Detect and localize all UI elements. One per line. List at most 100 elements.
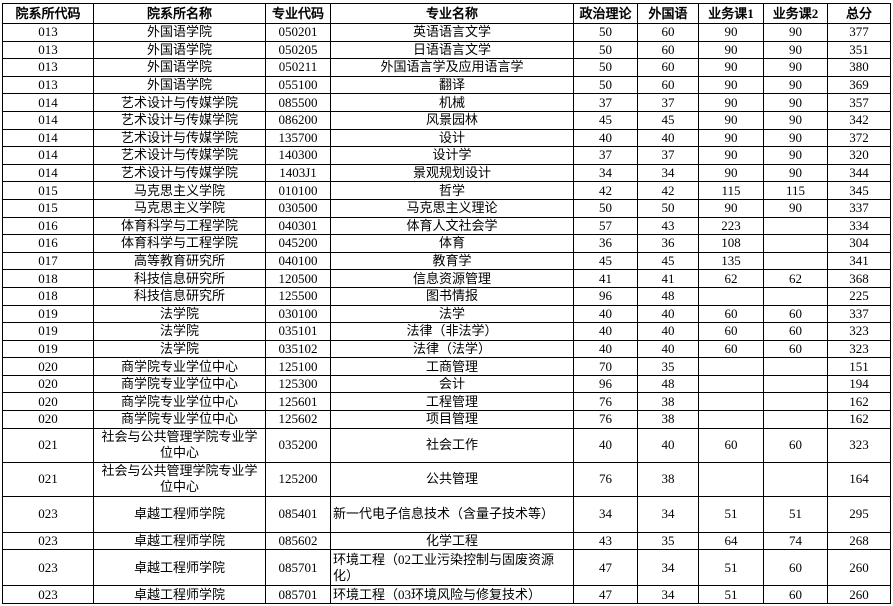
major-code-cell: 050201 xyxy=(265,23,331,42)
dept-name-cell: 商学院专业学位中心 xyxy=(93,410,266,429)
politics-score-cell: 41 xyxy=(573,269,638,288)
major-name-cell: 外国语言学及应用语言学 xyxy=(330,58,574,77)
table-row: 023 卓越工程师学院 085602 化学工程 43 35 64 74 268 xyxy=(2,531,891,551)
foreign-language-score-cell: 36 xyxy=(637,234,699,253)
major-code-cell: 050205 xyxy=(265,40,331,60)
subject1-score-cell: 90 xyxy=(698,75,764,95)
total-score-cell: 342 xyxy=(827,110,891,130)
subject2-score-cell: 90 xyxy=(763,93,828,112)
subject1-score-cell: 60 xyxy=(698,322,764,341)
dept-code-cell: 014 xyxy=(2,110,94,130)
politics-score-cell: 47 xyxy=(573,585,638,604)
major-code-cell: 085701 xyxy=(265,549,331,587)
foreign-language-score-cell: 40 xyxy=(637,322,699,341)
major-name-cell: 体育人文社会学 xyxy=(330,216,574,236)
foreign-language-score-cell: 40 xyxy=(637,339,699,359)
subject2-score-cell: 60 xyxy=(763,549,828,587)
major-name-cell: 机械 xyxy=(330,93,574,112)
subject1-score-cell: 64 xyxy=(698,531,764,551)
subject2-score-cell: 90 xyxy=(763,163,828,183)
subject2-score-cell xyxy=(763,216,828,236)
table-row: 013 外国语学院 050211 外国语言学及应用语言学 50 60 90 90 380 xyxy=(2,58,891,77)
dept-code-cell: 013 xyxy=(2,75,94,95)
major-code-cell: 125200 xyxy=(265,461,331,497)
subject1-score-cell: 60 xyxy=(698,427,764,463)
major-name-cell: 哲学 xyxy=(330,181,574,200)
foreign-language-score-cell: 34 xyxy=(637,585,699,604)
foreign-language-score-cell: 48 xyxy=(637,374,699,394)
subject2-score-cell: 90 xyxy=(763,23,828,42)
major-name-cell: 景观规划设计 xyxy=(330,163,574,183)
subject2-score-cell xyxy=(763,410,828,429)
major-code-cell: 125100 xyxy=(265,357,331,376)
table-row: 017 高等教育研究所 040100 教育学 45 45 135 341 xyxy=(2,251,891,271)
foreign-language-score-cell: 38 xyxy=(637,392,699,412)
major-name-cell: 法学 xyxy=(330,304,574,324)
table-row: 021 社会与公共管理学院专业学位中心 035200 社会工作 40 40 60 60 323 xyxy=(2,427,891,463)
dept-name-cell: 艺术设计与传媒学院 xyxy=(93,146,266,165)
dept-name-cell: 艺术设计与传媒学院 xyxy=(93,128,266,148)
subject2-score-cell: 60 xyxy=(763,304,828,324)
dept-code-cell: 013 xyxy=(2,40,94,60)
major-name-cell: 设计 xyxy=(330,128,574,148)
subject1-score-cell: 223 xyxy=(698,216,764,236)
dept-code-cell: 016 xyxy=(2,216,94,236)
foreign-language-score-cell: 34 xyxy=(637,549,699,587)
dept-code-cell: 020 xyxy=(2,357,94,376)
table-row: 013 外国语学院 055100 翻译 50 60 90 90 369 xyxy=(2,75,891,95)
major-name-cell: 社会工作 xyxy=(330,427,574,463)
major-name-cell: 法律（法学） xyxy=(330,339,574,359)
dept-name-cell: 社会与公共管理学院专业学位中心 xyxy=(93,427,266,463)
major-name-cell: 信息资源管理 xyxy=(330,269,574,288)
politics-score-cell: 57 xyxy=(573,216,638,236)
total-score-cell: 380 xyxy=(827,58,891,77)
dept-name-cell: 卓越工程师学院 xyxy=(93,531,266,551)
total-score-cell: 337 xyxy=(827,198,891,218)
table-row: 019 法学院 035102 法律（法学） 40 40 60 60 323 xyxy=(2,339,891,359)
dept-name-cell: 商学院专业学位中心 xyxy=(93,374,266,394)
dept-code-cell: 023 xyxy=(2,495,94,533)
total-score-cell: 320 xyxy=(827,146,891,165)
politics-score-cell: 43 xyxy=(573,531,638,551)
total-score-cell: 351 xyxy=(827,40,891,60)
dept-name-cell: 外国语学院 xyxy=(93,58,266,77)
total-score-cell: 151 xyxy=(827,357,891,376)
dept-code-cell: 020 xyxy=(2,374,94,394)
subject2-score-cell xyxy=(763,374,828,394)
dept-name-cell: 艺术设计与传媒学院 xyxy=(93,110,266,130)
major-code-cell: 125601 xyxy=(265,392,331,412)
total-score-cell: 164 xyxy=(827,461,891,497)
politics-score-cell: 40 xyxy=(573,339,638,359)
subject2-score-cell: 90 xyxy=(763,110,828,130)
dept-name-cell: 体育科学与工程学院 xyxy=(93,234,266,253)
politics-score-cell: 50 xyxy=(573,198,638,218)
total-score-cell: 357 xyxy=(827,93,891,112)
table-row: 020 商学院专业学位中心 125602 项目管理 76 38 162 xyxy=(2,410,891,429)
major-code-cell: 035102 xyxy=(265,339,331,359)
dept-code-cell: 020 xyxy=(2,410,94,429)
politics-score-cell: 76 xyxy=(573,392,638,412)
table-row: 023 卓越工程师学院 085701 环境工程（03环境风险与修复技术） 47 34 51 6… xyxy=(2,585,891,604)
politics-score-cell: 50 xyxy=(573,75,638,95)
subject1-score-cell: 90 xyxy=(698,128,764,148)
foreign-language-score-cell: 60 xyxy=(637,23,699,42)
dept-name-cell: 社会与公共管理学院专业学位中心 xyxy=(93,461,266,497)
total-score-cell: 295 xyxy=(827,495,891,533)
politics-score-cell: 70 xyxy=(573,357,638,376)
major-name-cell: 风景园林 xyxy=(330,110,574,130)
total-score-cell: 323 xyxy=(827,339,891,359)
foreign-language-score-cell: 60 xyxy=(637,58,699,77)
total-score-cell: 304 xyxy=(827,234,891,253)
politics-score-cell: 76 xyxy=(573,461,638,497)
table-row: 014 艺术设计与传媒学院 135700 设计 40 40 90 90 372 xyxy=(2,128,891,148)
politics-score-cell: 47 xyxy=(573,549,638,587)
major-code-cell: 125602 xyxy=(265,410,331,429)
major-code-cell: 120500 xyxy=(265,269,331,288)
dept-code-cell: 023 xyxy=(2,531,94,551)
major-name-cell: 体育 xyxy=(330,234,574,253)
politics-score-cell: 40 xyxy=(573,128,638,148)
politics-score-cell: 37 xyxy=(573,93,638,112)
subject1-score-cell xyxy=(698,286,764,306)
subject1-score-cell: 62 xyxy=(698,269,764,288)
politics-score-cell: 34 xyxy=(573,495,638,533)
